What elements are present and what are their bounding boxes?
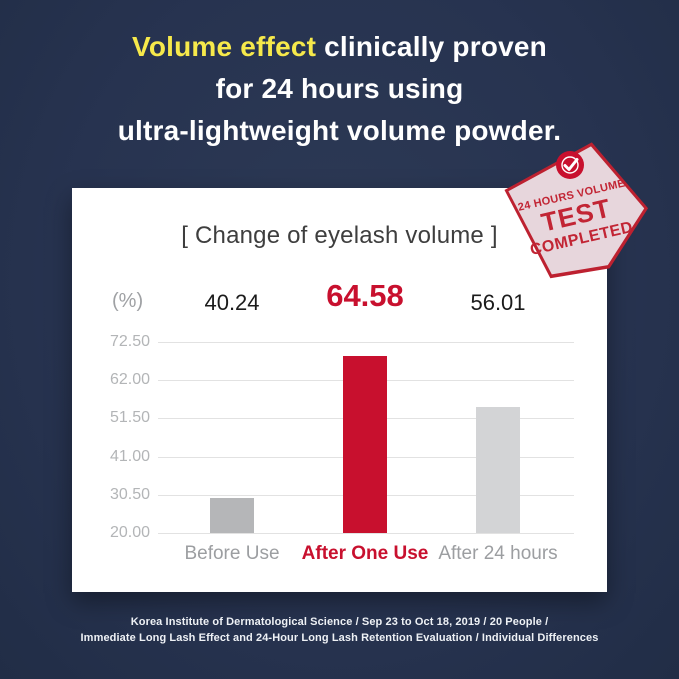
bar-after-one-use: [343, 356, 387, 533]
y-axis-tick-label: 41.00: [109, 448, 150, 465]
bar-before-use: [210, 498, 254, 533]
check-icon: [556, 151, 584, 179]
gridline: [158, 342, 574, 343]
title-line-2: for 24 hours using: [215, 73, 464, 104]
disclaimer-line-1: Korea Institute of Dermatological Scienc…: [130, 616, 549, 628]
x-axis-category-label: After One Use: [301, 543, 429, 564]
bar-after-24-hours: [476, 407, 520, 533]
title-line-1-rest: clinically proven: [316, 31, 547, 62]
y-axis-tick-label: 62.00: [109, 371, 150, 388]
chart-plot: 72.50 62.00 51.50 41.00 30.50 20.00 40.24 Befor…: [110, 278, 574, 564]
study-disclaimer: Korea Institute of Dermatological Scienc…: [0, 614, 679, 646]
title-line-1: Volume effect clinically proven: [0, 26, 679, 68]
disclaimer-line-2: Immediate Long Lash Effect and 24-Hour L…: [80, 632, 599, 644]
y-axis-tick-label: 72.50: [109, 333, 150, 350]
test-completed-stamp: 24 HOURS VOLUME TEST COMPLETED: [503, 141, 651, 281]
y-axis-tick-label: 20.00: [109, 524, 150, 541]
x-axis-category-label: After 24 hours: [438, 543, 558, 564]
gridline: [158, 533, 574, 534]
page-title: Volume effect clinically proven for 24 h…: [0, 26, 679, 152]
x-axis-category-label: Before Use: [184, 543, 280, 564]
title-highlight: Volume effect: [132, 31, 317, 62]
y-axis-unit-label: (%): [112, 290, 144, 312]
y-axis-tick-label: 51.50: [109, 409, 150, 426]
chart-title: [ Change of eyelash volume ]: [181, 222, 498, 249]
bar-value-label: 56.01: [470, 290, 526, 315]
y-axis-tick-label: 30.50: [109, 486, 150, 503]
bar-value-label: 64.58: [326, 278, 404, 313]
chart-card: [ Change of eyelash volume ] (%) 72.50 62…: [72, 188, 607, 592]
title-line-3: ultra-lightweight volume powder.: [117, 115, 562, 146]
bar-value-label: 40.24: [204, 290, 260, 315]
